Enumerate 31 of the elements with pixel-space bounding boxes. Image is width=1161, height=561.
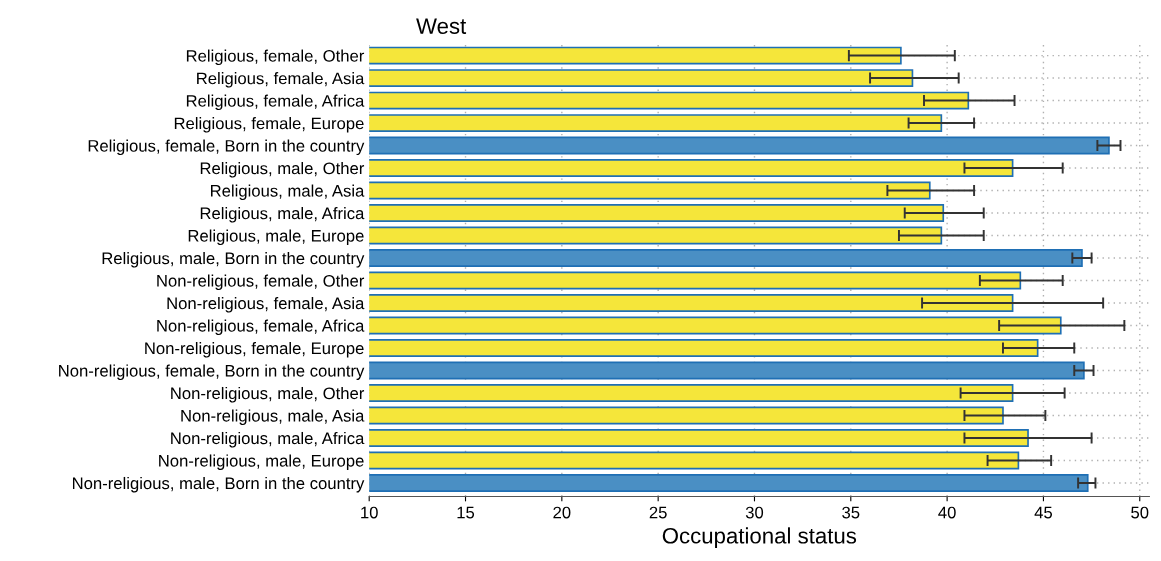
- x-tick-label: 25: [649, 506, 667, 519]
- y-tick-label: Non-religious, male, Africa: [171, 431, 365, 448]
- y-tick-label: Non-religious, female, Other: [157, 274, 365, 291]
- y-tick-label: Religious, female, Asia: [197, 72, 365, 88]
- y-tick-label: Non-religious, female, Africa: [157, 319, 365, 336]
- x-tick-label: 10: [361, 506, 378, 519]
- y-tick-label: Religious, male, Asia: [211, 184, 365, 201]
- y-tick-label: Religious, male, Europe: [188, 229, 364, 246]
- x-tick-label: 20: [553, 506, 571, 519]
- y-tick-label: Non-religious, male, Born in the country: [72, 476, 365, 493]
- y-tick-label: Non-religious, male, Europe: [159, 454, 364, 470]
- y-tick-label: Non-religious, female, Europe: [145, 341, 364, 358]
- x-tick-label: 50: [1131, 506, 1149, 519]
- y-tick-label: Religious, male, Other: [200, 162, 365, 178]
- y-tick-label: Religious, female, Africa: [186, 94, 365, 111]
- x-tick-label: 35: [842, 506, 860, 519]
- y-tick-label: Religious, female, Other: [186, 49, 365, 66]
- y-tick-label: Non-religious, male, Other: [171, 386, 365, 403]
- x-axis-title: Occupational status: [662, 527, 857, 549]
- x-tick-label: 30: [745, 506, 764, 519]
- y-tick-label: Non-religious, female, Born in the country: [59, 364, 365, 381]
- y-tick-label: Religious, male, Africa: [200, 207, 365, 223]
- x-tick-label: 15: [457, 506, 475, 519]
- chart-title: West: [416, 18, 467, 34]
- y-tick-label: Religious, male, Born in the country: [102, 251, 365, 268]
- y-tick-label: Religious, female, Born in the country: [88, 139, 365, 156]
- x-tick-label: 40: [938, 506, 956, 519]
- y-tick-label: Religious, female, Europe: [174, 117, 364, 133]
- x-tick-label: 45: [1034, 506, 1053, 519]
- y-tick-label: Non-religious, male, Asia: [181, 409, 365, 425]
- y-tick-label: Non-religious, female, Asia: [167, 296, 365, 313]
